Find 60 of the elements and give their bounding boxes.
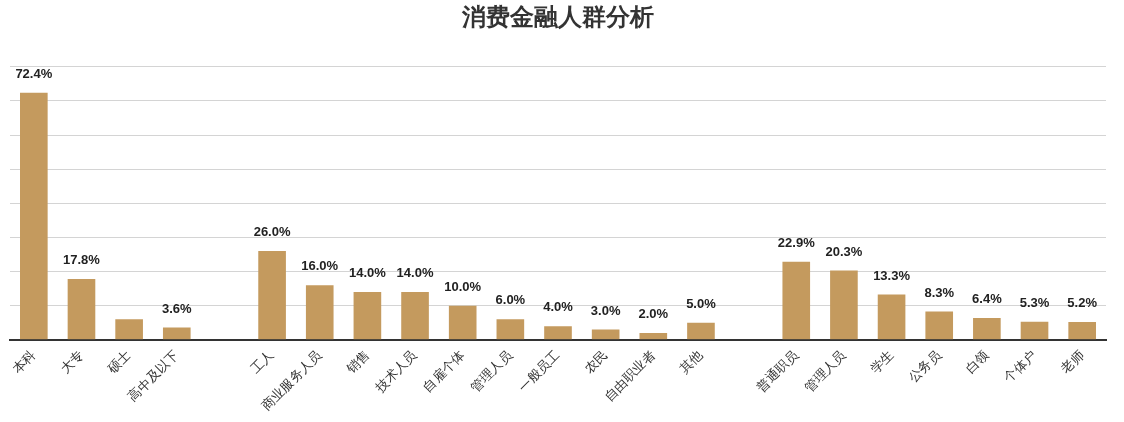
data-label: 20.3% <box>825 243 863 259</box>
x-tick-label: 工人 <box>247 347 277 377</box>
bar <box>496 319 525 340</box>
x-tick-label: 学生 <box>867 347 897 377</box>
bar <box>67 279 96 340</box>
x-tick-label: 普通职员 <box>753 347 801 395</box>
data-label: 26.0% <box>253 224 291 240</box>
bar <box>1020 321 1049 340</box>
data-label: 14.0% <box>348 265 387 281</box>
x-tick-label: 白领 <box>962 347 992 377</box>
data-label: 4.0% <box>543 299 574 315</box>
bar <box>782 261 811 340</box>
x-tick-label: 管理人员 <box>467 347 515 395</box>
data-label: 5.3% <box>1019 294 1050 310</box>
x-tick-label: 个体户 <box>1000 347 1040 386</box>
x-tick-label: 老师 <box>1057 347 1087 377</box>
data-label: 17.8% <box>63 252 101 268</box>
chart-title: 消费金融人群分析 <box>461 3 654 31</box>
x-tick-label: 技术人员 <box>371 347 420 396</box>
bar <box>448 305 477 340</box>
x-tick-label: 其他 <box>676 347 706 377</box>
bar <box>401 292 429 340</box>
x-tick-label: 本科 <box>9 347 39 377</box>
bar <box>115 319 143 340</box>
x-tick-label: 农民 <box>581 347 611 377</box>
data-label: 2.0% <box>638 306 669 322</box>
bar <box>687 322 715 340</box>
bar <box>305 285 334 340</box>
x-tick-label: 销售 <box>342 347 373 378</box>
data-label: 3.6% <box>161 300 193 316</box>
x-tick-label: 一般员工 <box>515 347 563 395</box>
data-label: 22.9% <box>777 234 816 250</box>
bar <box>830 270 858 340</box>
bar <box>973 317 1001 340</box>
x-tick-label: 管理人员 <box>801 347 849 395</box>
bar <box>591 329 620 340</box>
bar <box>925 311 954 340</box>
x-tick-label: 自雇个体 <box>419 347 468 395</box>
x-tick-label: 大专 <box>57 347 87 377</box>
bar <box>544 326 572 340</box>
data-label: 14.0% <box>396 265 434 281</box>
bar <box>877 294 906 340</box>
x-tick-label: 公务员 <box>905 347 944 386</box>
data-label: 8.3% <box>924 284 955 300</box>
bar <box>353 292 382 340</box>
data-label: 3.0% <box>590 302 621 318</box>
x-tick-label: 硕士 <box>104 347 134 378</box>
bar <box>20 92 48 340</box>
data-label: 6.0% <box>495 292 526 308</box>
bar <box>258 251 286 340</box>
data-label: 6.4% <box>972 291 1003 307</box>
data-label: 72.4% <box>15 65 53 81</box>
data-label: 16.0% <box>301 258 339 274</box>
bar <box>1068 322 1096 340</box>
data-label: 10.0% <box>444 278 482 294</box>
data-label: 5.0% <box>686 295 717 311</box>
bar <box>639 332 668 340</box>
data-label: 5.2% <box>1067 295 1098 311</box>
bar <box>162 327 191 340</box>
data-label: 13.3% <box>873 267 911 283</box>
